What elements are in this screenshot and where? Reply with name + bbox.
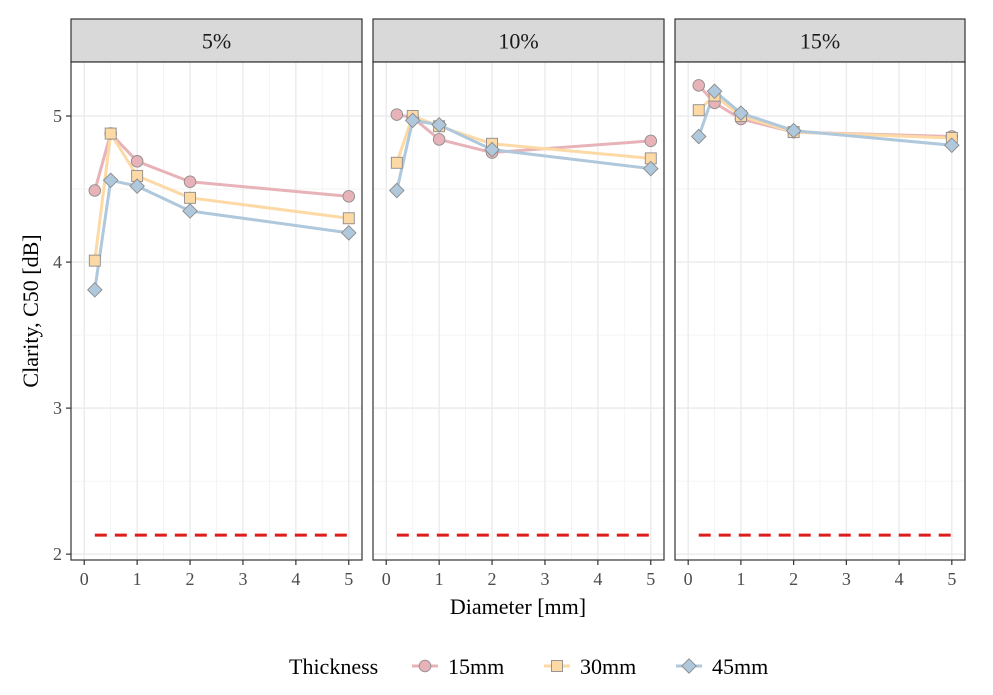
data-point-45mm	[404, 112, 421, 129]
data-point-30mm	[390, 156, 403, 169]
facet-panel-15pct: 15% 0 1 2 3 4 5	[674, 18, 966, 589]
data-point-45mm	[733, 105, 749, 121]
data-point-45mm	[340, 225, 357, 241]
facet-strip	[372, 18, 665, 63]
data-point-45mm	[642, 160, 659, 177]
x-tick-label: 1	[736, 569, 745, 589]
x-tick-label: 4	[593, 569, 602, 589]
x-tick-label: 4	[291, 569, 300, 589]
data-point-45mm	[431, 116, 447, 133]
facet-panel-5pct: 5% 0 1 2 3 4 5	[70, 18, 363, 589]
x-tick-label: 0	[684, 569, 693, 589]
panel-border	[70, 61, 363, 561]
x-tick-label: 2	[789, 569, 798, 589]
data-point-15mm	[432, 133, 446, 146]
facet-strip-label: 10%	[498, 29, 538, 54]
x-tick-label: 5	[947, 569, 956, 589]
y-tick-label: 4	[53, 252, 62, 272]
data-point-45mm	[484, 141, 500, 158]
legend-title: Thickness	[289, 654, 378, 679]
legend-item-45mm: 45mm	[676, 654, 768, 679]
panel-border	[674, 61, 966, 561]
legend-label: 45mm	[712, 654, 768, 679]
data-point-45mm	[129, 178, 145, 194]
legend: Thickness 15mm 30mm 45mm	[289, 654, 768, 679]
y-tick-label: 5	[53, 106, 62, 126]
legend-item-15mm: 15mm	[412, 654, 504, 679]
legend-label: 15mm	[448, 654, 504, 679]
x-tick-label: 0	[80, 569, 89, 589]
data-point-45mm	[785, 122, 802, 139]
data-point-15mm	[183, 175, 197, 189]
data-point-30mm	[184, 191, 196, 204]
x-tick-label: 5	[344, 569, 353, 589]
x-tick-label: 3	[238, 569, 247, 589]
y-tick-label: 2	[53, 544, 62, 564]
data-point-45mm	[706, 83, 723, 100]
data-point-15mm	[390, 108, 404, 121]
data-point-30mm	[692, 104, 705, 117]
legend-label: 30mm	[580, 654, 636, 679]
legend-key-marker	[681, 658, 697, 674]
facet-strip	[70, 18, 363, 63]
x-tick-label: 3	[540, 569, 549, 589]
x-tick-label: 1	[435, 569, 444, 589]
data-point-45mm	[182, 203, 198, 219]
data-point-15mm	[692, 79, 705, 92]
data-point-45mm	[943, 137, 960, 154]
legend-key-marker	[551, 660, 563, 672]
data-point-45mm	[690, 128, 707, 145]
data-point-15mm	[88, 184, 102, 197]
x-tick-label: 3	[842, 569, 851, 589]
x-tick-label: 4	[895, 569, 904, 589]
data-point-15mm	[342, 190, 356, 203]
data-point-15mm	[130, 155, 144, 168]
facet-strip-label: 5%	[202, 29, 231, 54]
x-tick-label: 5	[646, 569, 655, 589]
y-axis-title: Clarity, C50 [dB]	[18, 234, 43, 387]
legend-item-30mm: 30mm	[544, 654, 636, 679]
x-tick-label: 1	[133, 569, 142, 589]
x-tick-label: 2	[488, 569, 497, 589]
facet-strip-label: 15%	[800, 29, 840, 54]
data-point-30mm	[342, 212, 355, 225]
data-point-45mm	[388, 182, 405, 199]
data-point-45mm	[86, 281, 103, 298]
x-tick-label: 0	[382, 569, 391, 589]
data-point-30mm	[88, 254, 101, 267]
data-point-15mm	[644, 134, 658, 148]
panel-border	[372, 61, 665, 561]
facet-panel-10pct: 10% 0 1 2 3 4 5	[372, 18, 665, 589]
x-axis-title: Diameter [mm]	[450, 594, 586, 619]
legend-key-marker	[418, 659, 432, 673]
y-tick-label: 3	[53, 398, 62, 418]
data-point-45mm	[102, 172, 119, 189]
x-tick-label: 2	[186, 569, 195, 589]
data-point-30mm	[104, 127, 117, 140]
